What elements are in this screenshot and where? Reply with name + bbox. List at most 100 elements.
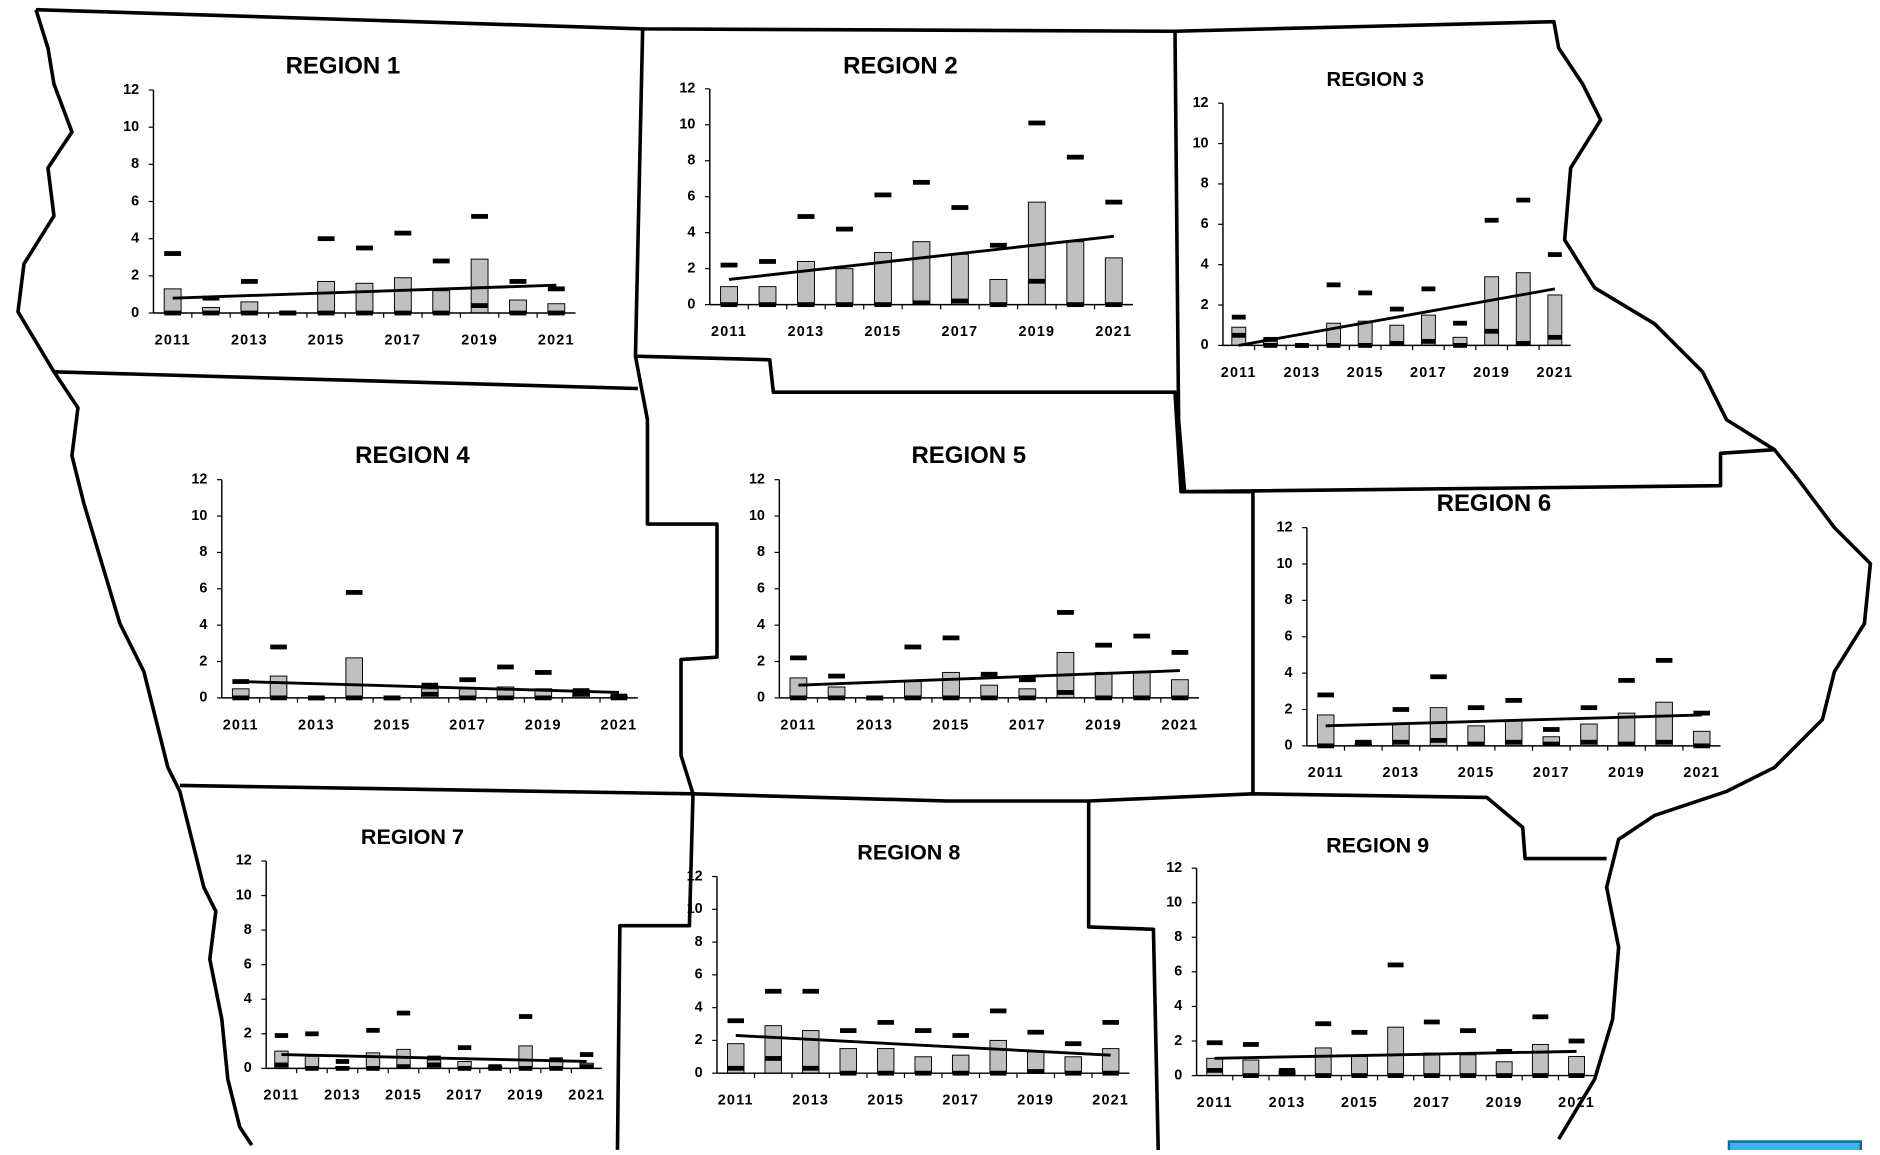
- chart-title: REGION 8: [857, 839, 960, 864]
- x-tick-label: 2011: [155, 332, 191, 348]
- dash-marker: [1516, 340, 1531, 346]
- dash-marker: [727, 1065, 744, 1071]
- bar: [912, 241, 931, 306]
- dash-marker: [912, 179, 930, 185]
- bar: [1314, 1047, 1332, 1077]
- bar: [989, 1039, 1007, 1074]
- dash-marker: [1326, 282, 1341, 288]
- y-tick-label: 8: [199, 544, 207, 560]
- dash-marker: [317, 236, 335, 242]
- dash-marker: [1018, 677, 1036, 683]
- y-tick-label: 0: [757, 690, 765, 706]
- y-tick-label: 8: [244, 922, 252, 938]
- x-tick-label: 2021: [601, 717, 638, 733]
- y-tick-label: 2: [199, 653, 207, 669]
- x-tick-label: 2013: [788, 324, 825, 340]
- y-tick-label: 12: [749, 471, 765, 487]
- x-tick-label: 2017: [446, 1088, 483, 1104]
- chart-title: REGION 7: [361, 824, 464, 849]
- dash-marker: [270, 644, 287, 650]
- dash-marker: [797, 214, 815, 219]
- x-tick-label: 2011: [1197, 1095, 1233, 1111]
- y-tick-label: 2: [1285, 701, 1293, 717]
- x-tick-label: 2015: [1458, 765, 1495, 781]
- bar: [317, 280, 336, 314]
- x-tick-label: 2013: [856, 717, 893, 733]
- chart-title: REGION 4: [355, 442, 470, 469]
- dash-marker: [1206, 1040, 1223, 1046]
- dash-marker: [1206, 1067, 1223, 1073]
- dash-marker: [952, 1033, 969, 1038]
- dash-marker: [1027, 1069, 1044, 1074]
- x-tick-label: 2017: [449, 717, 486, 733]
- dash-marker: [835, 226, 853, 232]
- bar: [1531, 1043, 1549, 1077]
- trend-line: [172, 283, 557, 300]
- dash-marker: [1028, 120, 1046, 126]
- y-tick-label: 10: [749, 508, 765, 524]
- bar: [1171, 679, 1189, 699]
- trend-line: [240, 680, 619, 694]
- x-tick-label: 2011: [223, 717, 259, 733]
- bar: [789, 677, 808, 699]
- bar: [989, 278, 1008, 306]
- dash-marker: [459, 677, 476, 683]
- x-tick-label: 2019: [507, 1088, 544, 1104]
- dash-marker: [1430, 738, 1447, 743]
- y-tick-label: 12: [1166, 860, 1182, 876]
- dash-marker: [802, 988, 819, 994]
- dash-marker: [989, 242, 1007, 248]
- y-tick-label: 6: [757, 581, 765, 597]
- dash-marker: [471, 213, 489, 219]
- x-tick-label: 2015: [308, 332, 345, 348]
- y-tick-label: 6: [199, 581, 207, 597]
- x-tick-label: 2011: [1308, 765, 1344, 781]
- dash-marker: [1516, 197, 1531, 203]
- dash-marker: [802, 1065, 819, 1071]
- dash-marker: [457, 1045, 472, 1051]
- dash-marker: [471, 303, 489, 308]
- legend-box: [1727, 1140, 1863, 1155]
- region-chart: REGION 6 0 2 4 6 8 10 12 2011 2013 2015 2017 2019 202…: [1277, 490, 1721, 781]
- dash-marker: [274, 1033, 289, 1038]
- x-tick-label: 2019: [1085, 717, 1122, 733]
- dash-marker: [1133, 633, 1151, 639]
- x-tick-label: 2017: [1410, 365, 1447, 381]
- dash-marker: [727, 1018, 744, 1024]
- y-tick-label: 8: [757, 544, 765, 560]
- region-boundaries: [16, 7, 1873, 1150]
- y-tick-label: 10: [1193, 135, 1209, 151]
- x-tick-label: 2017: [942, 324, 979, 340]
- dash-marker: [951, 298, 969, 304]
- bar: [1515, 272, 1531, 346]
- y-tick-label: 2: [687, 260, 695, 276]
- y-tick-label: 0: [199, 690, 207, 706]
- y-tick-label: 12: [123, 82, 139, 98]
- x-tick-label: 2013: [298, 717, 335, 733]
- chart-title: REGION 9: [1326, 832, 1429, 857]
- bar: [951, 1054, 970, 1074]
- x-tick-label: 2013: [231, 332, 268, 348]
- dash-marker: [421, 691, 439, 697]
- dash-marker: [759, 259, 776, 264]
- y-tick-label: 2: [131, 268, 139, 284]
- x-tick-label: 2015: [933, 717, 970, 733]
- y-tick-label: 12: [191, 471, 207, 487]
- y-tick-label: 4: [695, 999, 703, 1015]
- dash-marker: [534, 670, 552, 675]
- dash-marker: [1066, 154, 1084, 160]
- bar: [163, 288, 182, 314]
- dash-marker: [366, 1027, 380, 1033]
- dash-marker: [1057, 690, 1074, 695]
- bar: [1423, 1052, 1441, 1077]
- x-tick-label: 2021: [1536, 365, 1573, 381]
- x-tick-label: 2021: [1095, 324, 1132, 340]
- dash-marker: [1618, 741, 1635, 747]
- bar: [518, 1045, 533, 1069]
- x-tick-label: 2017: [1413, 1095, 1450, 1111]
- x-tick-label: 2011: [263, 1088, 299, 1104]
- dash-marker: [547, 286, 565, 292]
- x-tick-label: 2015: [867, 1093, 904, 1109]
- dash-marker: [1057, 610, 1074, 615]
- x-tick-label: 2021: [568, 1088, 605, 1104]
